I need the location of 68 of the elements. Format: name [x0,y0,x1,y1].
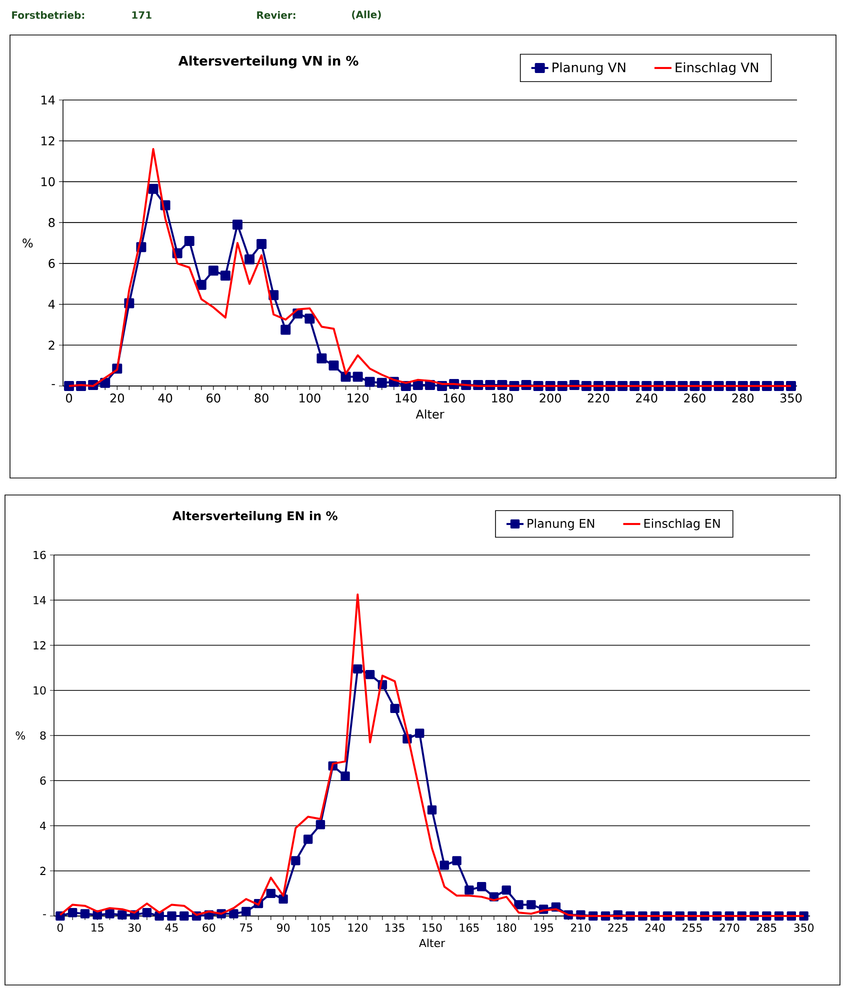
y-tick-label: 10 [42,177,55,186]
x-tick-label: 285 [756,924,776,932]
x-tick-label: 240 [636,394,658,403]
x-tick-label: 90 [276,924,290,932]
y-tick-label: 6 [48,258,55,268]
text: Revier: [257,11,296,19]
x-tick-label: 135 [386,924,404,932]
x-tick-label: 200 [540,394,561,403]
x-tick-label: 350 [780,394,802,403]
y-tick-label: 16 [34,550,46,560]
x-tick-label: 240 [645,924,665,932]
x-tick-label: 105 [311,924,330,932]
y-tick-label: 8 [48,218,55,228]
x-tick-label: 40 [158,394,172,403]
x-tick-label: 255 [682,924,702,932]
y-axis-title: % [16,731,26,740]
x-tick-label: 30 [128,924,141,932]
y-tick-label: 2 [40,866,46,875]
y-tick-label: 12 [34,641,46,650]
x-tick-label: 60 [206,394,220,403]
y-tick-label: - [52,384,55,386]
x-tick-label: 140 [396,394,417,403]
x-tick-label: 120 [348,394,368,403]
x-tick-label: 100 [300,394,320,403]
y-tick-label: 10 [34,686,46,695]
x-tick-label: 150 [422,924,442,932]
x-tick-label: 75 [240,924,252,932]
x-tick-label: 195 [534,924,554,932]
y-tick-label: 4 [48,300,55,309]
legend-label: Einschlag VN [676,62,758,75]
x-tick-label: 350 [794,924,814,932]
x-axis-title: Alter [416,409,444,419]
y-tick-label: 2 [48,340,54,350]
x-tick-label: 165 [460,924,479,932]
x-tick-label: 120 [348,924,368,932]
x-tick-label: 20 [110,394,124,403]
x-tick-label: 80 [254,394,268,403]
x-tick-label: 220 [588,394,610,403]
x-axis-title: Alter [419,938,446,948]
legend-label: Planung VN [552,62,626,75]
y-tick-label: - [43,914,46,916]
y-tick-label: 14 [34,596,46,604]
y-tick-label: 14 [42,96,55,104]
y-tick-label: 6 [40,776,46,785]
x-tick-label: 180 [497,924,516,932]
x-tick-label: 15 [92,924,104,932]
y-tick-label: 8 [40,731,46,740]
text: (Alle) [352,10,381,20]
y-axis-title: % [22,238,33,248]
chart-title: Altersverteilung VN in % [178,56,358,68]
legend-label: Planung EN [528,518,594,530]
x-tick-label: 45 [165,924,178,932]
chart-title: Altersverteilung EN in % [172,511,338,523]
x-tick-label: 225 [608,924,628,932]
x-tick-label: 180 [492,394,513,403]
legend-label: Einschlag EN [644,518,720,530]
y-tick-label: 12 [42,136,54,146]
y-tick-label: 4 [40,822,46,830]
x-tick-label: 270 [720,924,740,932]
text: Forstbetrieb: [12,11,84,19]
x-tick-label: 160 [444,394,465,403]
x-tick-label: 260 [684,394,706,403]
x-tick-label: 210 [571,924,590,932]
x-tick-label: 60 [202,924,216,932]
text: 171 [132,11,152,19]
x-tick-label: 0 [66,394,72,403]
x-tick-label: 280 [732,394,754,403]
x-tick-label: 0 [57,924,63,932]
